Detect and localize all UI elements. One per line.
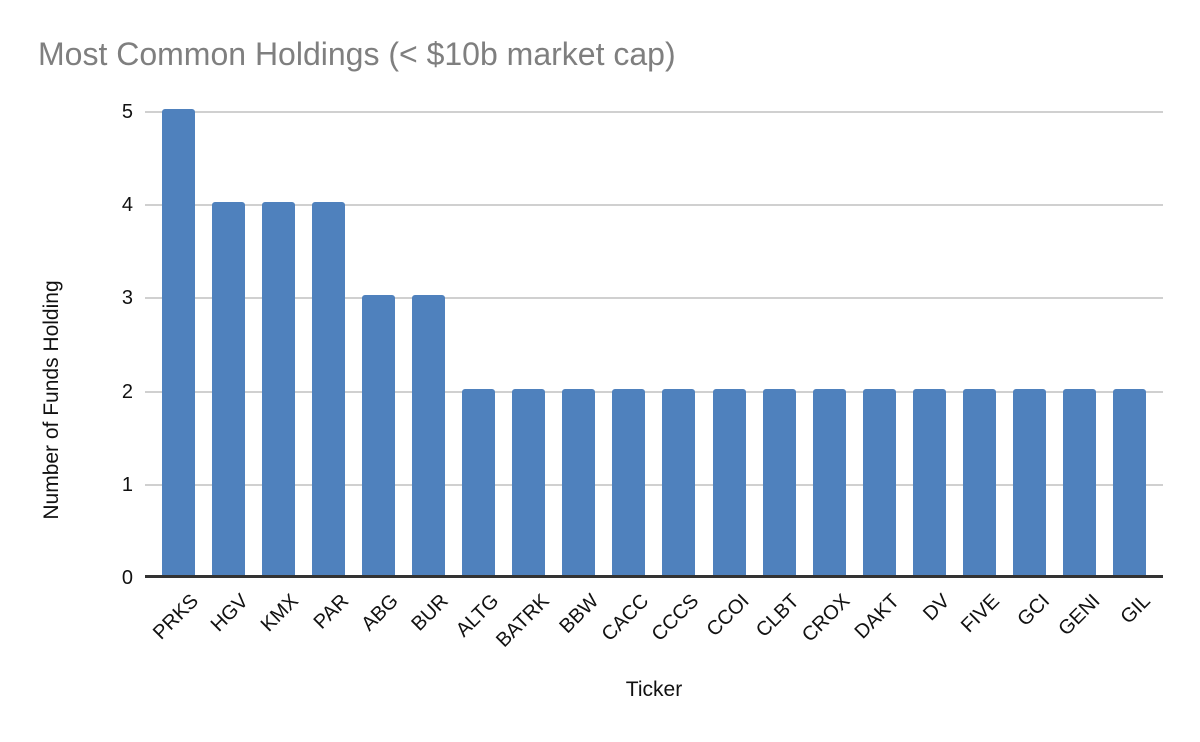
bar-slot bbox=[353, 112, 403, 575]
bar-prks bbox=[161, 109, 195, 575]
x-tick-label-geni: GENI bbox=[1054, 590, 1105, 641]
x-tick-label-clbt: CLBT bbox=[752, 590, 804, 642]
bar-slot bbox=[153, 109, 203, 575]
bar-bur bbox=[412, 295, 446, 575]
bar-bbw bbox=[562, 388, 596, 575]
gridline-5 bbox=[145, 111, 1163, 113]
x-tick-label-abg: ABG bbox=[357, 590, 404, 636]
bar-slot bbox=[253, 112, 303, 575]
bar-slot bbox=[554, 112, 604, 575]
chart-title: Most Common Holdings (< $10b market cap) bbox=[38, 36, 676, 72]
bar-slot bbox=[955, 112, 1005, 575]
bar-slot bbox=[904, 112, 954, 575]
x-tick-label-five: FIVE bbox=[957, 590, 1005, 637]
bar-ccoi bbox=[712, 388, 746, 575]
bar-slot bbox=[403, 112, 453, 575]
x-tick-label-ccoi: CCOI bbox=[702, 590, 754, 641]
y-tick-label-2: 2 bbox=[121, 380, 133, 403]
y-tick-label-0: 0 bbox=[121, 567, 133, 589]
x-tick-label-kmx: KMX bbox=[256, 590, 303, 637]
bar-five bbox=[963, 388, 997, 575]
y-tick-label-3: 3 bbox=[121, 287, 133, 310]
gridline-3 bbox=[145, 297, 1163, 300]
bar-kmx bbox=[261, 202, 295, 575]
plot-area bbox=[145, 109, 1163, 578]
bar-slot bbox=[1005, 112, 1055, 575]
bar-slot bbox=[1055, 112, 1105, 575]
bar-slot bbox=[704, 112, 754, 575]
y-axis-tick-labels: 0 1 2 3 4 5 bbox=[0, 101, 133, 589]
x-tick-label-cccs: CCCS bbox=[647, 590, 704, 646]
bar-cacc bbox=[612, 388, 646, 575]
bar-slot bbox=[1105, 112, 1155, 575]
bar-batrk bbox=[512, 388, 546, 575]
x-tick-label-bur: BUR bbox=[407, 590, 454, 636]
bar-slot bbox=[303, 112, 353, 575]
x-tick-label-hgv: HGV bbox=[206, 590, 253, 637]
bar-gci bbox=[1013, 388, 1047, 575]
x-tick-label-batrk: BATRK bbox=[491, 590, 554, 652]
bar-slot bbox=[604, 112, 654, 575]
x-tick-label-cacc: CACC bbox=[597, 590, 654, 646]
x-tick-label-crox: CROX bbox=[797, 590, 854, 647]
bar-slot bbox=[804, 112, 854, 575]
bar-slot bbox=[203, 112, 253, 575]
bar-slot bbox=[504, 112, 554, 575]
x-tick-label-bbw: BBW bbox=[555, 590, 604, 638]
x-tick-label-gil: GIL bbox=[1116, 590, 1155, 629]
bar-clbt bbox=[762, 388, 796, 575]
bar-hgv bbox=[211, 202, 245, 575]
gridline-4 bbox=[145, 204, 1163, 207]
gridline-1 bbox=[145, 483, 1163, 486]
x-tick-label-dv: DV bbox=[918, 590, 955, 626]
bar-altg bbox=[462, 388, 496, 575]
bar-abg bbox=[361, 295, 395, 575]
bar-geni bbox=[1063, 388, 1097, 575]
bar-cccs bbox=[662, 388, 696, 575]
bar-slot bbox=[854, 112, 904, 575]
y-tick-label-4: 4 bbox=[121, 194, 133, 217]
bar-dakt bbox=[862, 388, 896, 575]
bar-series bbox=[153, 109, 1155, 575]
bar-crox bbox=[812, 388, 846, 575]
gridline-2 bbox=[145, 390, 1163, 393]
x-tick-label-par: PAR bbox=[309, 590, 353, 634]
bar-par bbox=[311, 202, 345, 575]
x-tick-label-dakt: DAKT bbox=[850, 590, 905, 644]
bar-slot bbox=[454, 112, 504, 575]
y-tick-label-5: 5 bbox=[121, 101, 133, 123]
x-tick-label-gci: GCI bbox=[1013, 590, 1055, 631]
bar-gil bbox=[1113, 388, 1147, 575]
bar-dv bbox=[912, 388, 946, 575]
bar-slot bbox=[654, 112, 704, 575]
x-tick-label-prks: PRKS bbox=[148, 590, 203, 645]
x-axis-title: Ticker bbox=[625, 678, 683, 701]
bar-slot bbox=[754, 112, 804, 575]
y-tick-label-1: 1 bbox=[121, 473, 133, 496]
x-axis-tick-labels: PRKS HGV KMX PAR ABG BUR ALTG BATRK BBW CACC CCCS C… bbox=[149, 584, 1155, 669]
